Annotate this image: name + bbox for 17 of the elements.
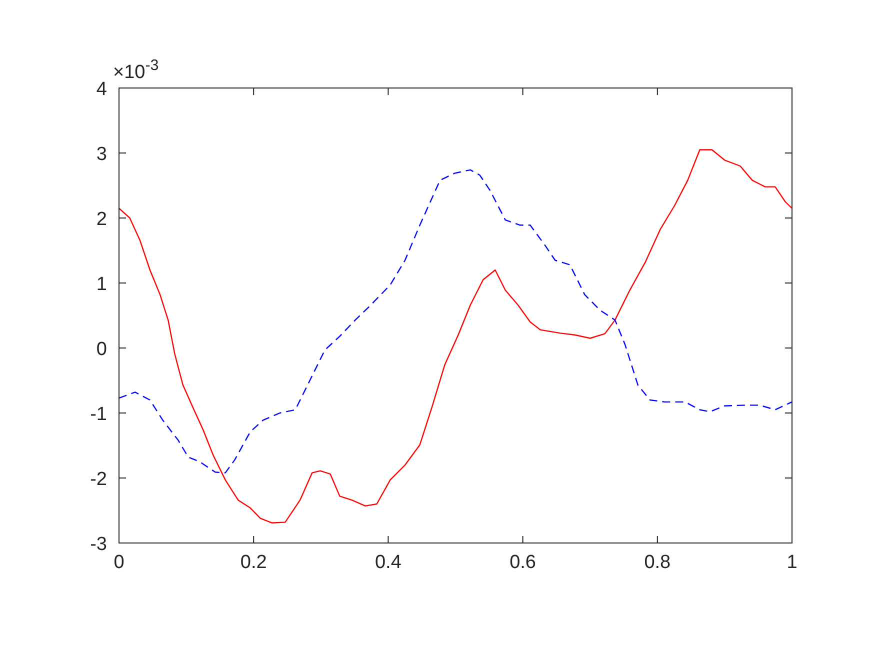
y-tick-label: 1 (96, 274, 107, 295)
x-tick-label: 0 (114, 552, 124, 573)
text: ×10$^{-3}$ (113, 56, 159, 83)
y-tick-label: 2 (96, 209, 107, 230)
y-tick-label: 0 (96, 339, 107, 360)
x-tick-label: 0.4 (374, 552, 402, 573)
y-tick-label: -2 (90, 469, 107, 490)
x-tick-label: 1 (786, 552, 798, 573)
x-tick-label: 0.6 (510, 552, 536, 573)
y-tick-label: 3 (96, 144, 107, 165)
x-tick-label: 0.2 (240, 552, 267, 573)
line-series (118, 169, 793, 474)
line-series (118, 149, 793, 524)
y-tick-label: -3 (90, 534, 107, 555)
y-tick-label: 4 (96, 79, 108, 100)
y-tick-label: -1 (90, 404, 107, 425)
x-tick-label: 0.8 (644, 552, 671, 573)
